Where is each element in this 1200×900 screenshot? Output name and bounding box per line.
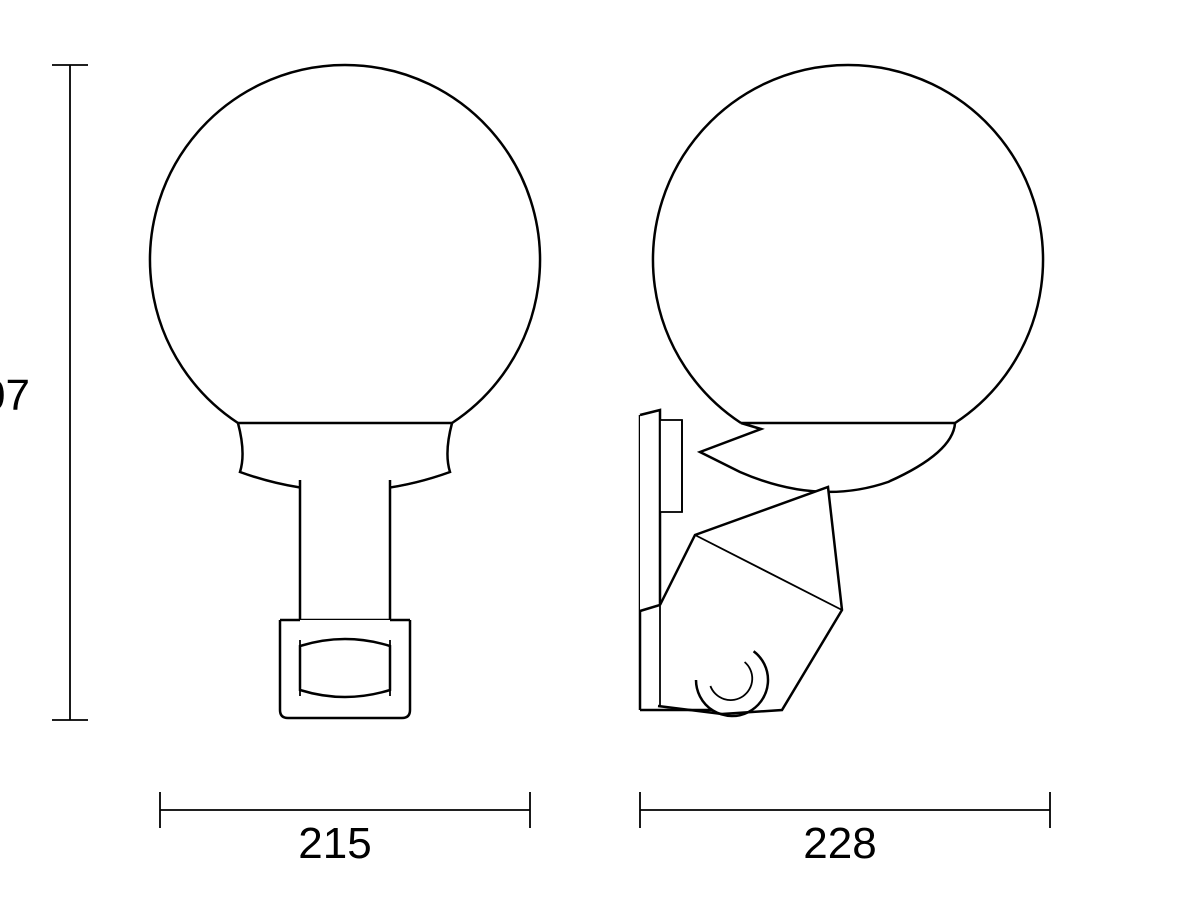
collar-side: [700, 423, 955, 492]
side-view: [640, 65, 1043, 716]
technical-drawing: 307 215 228: [0, 0, 1200, 900]
dim-value-width-front: 215: [298, 819, 371, 868]
neck-front: [300, 480, 390, 620]
sensor-lens-front: [300, 639, 390, 697]
globe-front: [150, 65, 540, 423]
globe-side: [653, 65, 1043, 423]
mount-plate: [640, 410, 660, 611]
arm-side: [658, 487, 842, 714]
dim-value-width-side: 228: [803, 819, 876, 868]
mount-inner: [660, 420, 682, 512]
dim-value-height: 307: [0, 371, 30, 420]
front-view: [150, 65, 540, 718]
